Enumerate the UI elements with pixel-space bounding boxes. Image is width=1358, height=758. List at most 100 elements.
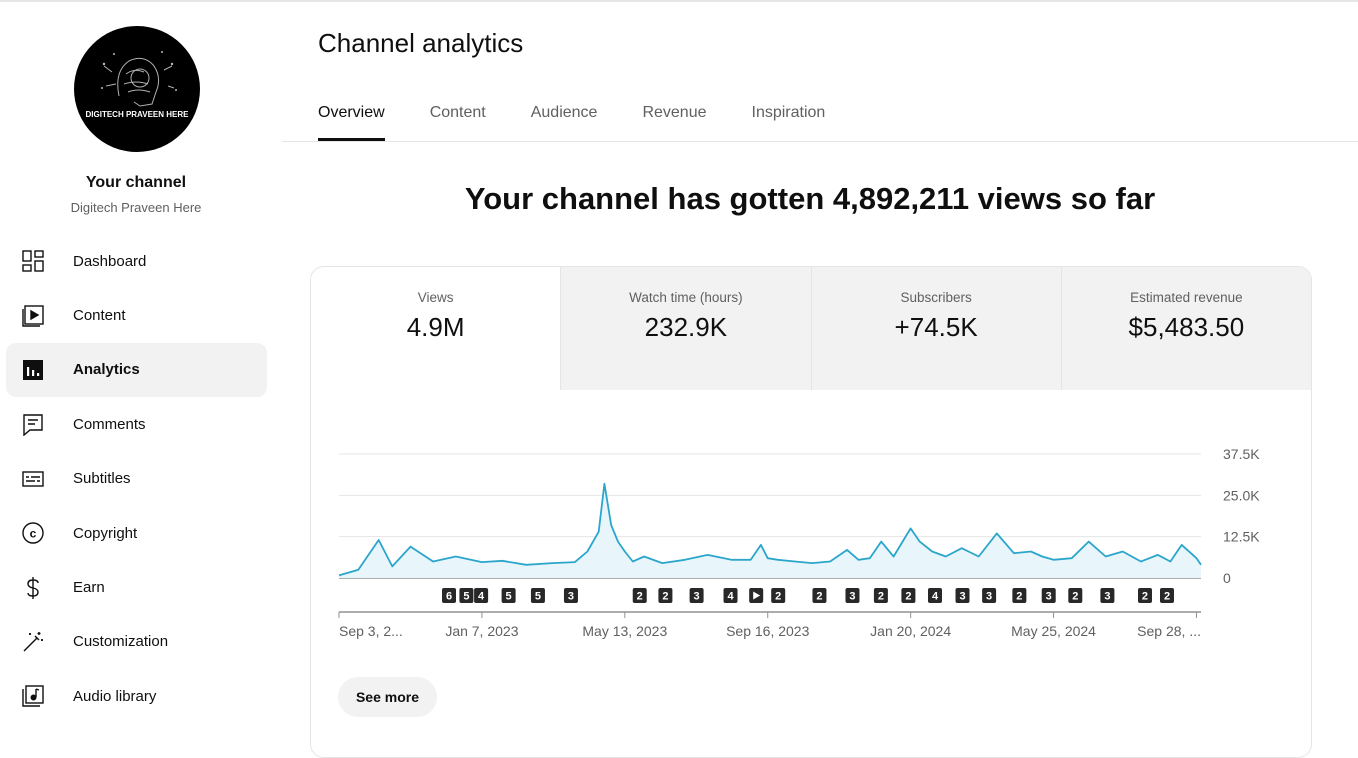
- metric-value: 232.9K: [644, 312, 728, 342]
- metric-label: Subscribers: [900, 290, 972, 305]
- video-marker-count: 2: [1016, 591, 1022, 603]
- overview-card: 0 12.5K 25.0K 37.5K 6 5 4 5 5 3 2 2 3 4 2 2 3 2 2 4 3 3 2 3 2 3 2 2…: [310, 266, 1312, 758]
- video-marker-count: 2: [662, 591, 668, 603]
- see-more-button[interactable]: See more: [338, 677, 437, 717]
- sidebar-item-label: Audio library: [73, 687, 157, 705]
- x-tick-label: Sep 16, 2023: [726, 623, 810, 639]
- play-icon: [753, 591, 761, 600]
- video-marker: [689, 588, 704, 603]
- video-marker: [1012, 588, 1027, 603]
- video-marker: [563, 588, 578, 603]
- sidebar-item-label: Earn: [73, 579, 105, 597]
- avatar-logo-text: DIGITECH PRAVEEN HERE: [85, 110, 189, 119]
- metric-value: +74.5K: [894, 312, 978, 342]
- views-line: [338, 482, 1202, 577]
- video-marker: [442, 588, 456, 603]
- video-marker: [723, 588, 738, 603]
- avatar-brain-graphic: [101, 51, 177, 107]
- y-tick-label: 0: [1223, 570, 1231, 586]
- video-marker-count: 3: [568, 591, 574, 603]
- video-marker-count: 4: [727, 591, 734, 603]
- views-headline: Your channel has gotten 4,892,211 views …: [464, 181, 1156, 216]
- metric-subscribers[interactable]: Subscribers +74.5K: [810, 267, 1061, 390]
- svg-text:c: c: [30, 527, 37, 541]
- analytics-tabs: Overview Content Audience Revenue Inspir…: [318, 104, 870, 142]
- video-marker: [771, 588, 786, 603]
- metric-views[interactable]: Views 4.9M: [311, 267, 561, 390]
- metric-value: $5,483.50: [1128, 312, 1245, 342]
- y-tick-label: 12.5K: [1223, 529, 1260, 545]
- earn-icon: [27, 576, 39, 599]
- tab-audience[interactable]: Audience: [530, 104, 598, 121]
- metric-estimated-revenue[interactable]: Estimated revenue $5,483.50: [1060, 267, 1311, 390]
- video-marker: [501, 588, 516, 603]
- sidebar-item-label: Subtitles: [73, 470, 131, 488]
- sidebar: DIGITECH PRAVEEN HERE Your channel Digit…: [0, 0, 272, 742]
- sidebar-nav: Dashboard Content Analytics Comments: [6, 234, 267, 724]
- copyright-icon: c: [22, 522, 44, 544]
- x-tick-label: Sep 28, ...: [1137, 623, 1201, 639]
- sidebar-item-audio-library[interactable]: Audio library: [6, 669, 267, 723]
- analytics-icon: [23, 359, 43, 380]
- video-marker-count: 2: [637, 591, 643, 603]
- video-marker: [928, 588, 943, 603]
- tab-inspiration[interactable]: Inspiration: [751, 104, 826, 121]
- metric-label: Watch time (hours): [629, 290, 743, 305]
- metric-watch-time[interactable]: Watch time (hours) 232.9K: [560, 267, 811, 390]
- video-marker: [982, 588, 997, 603]
- y-tick-label: 25.0K: [1223, 487, 1260, 503]
- video-marker: [845, 588, 860, 603]
- tab-content[interactable]: Content: [429, 104, 486, 121]
- video-marker-count: 5: [463, 591, 469, 603]
- metric-value: 4.9M: [406, 312, 465, 342]
- dashboard-icon: [22, 250, 44, 272]
- top-divider: [0, 0, 1358, 2]
- tab-overview[interactable]: Overview: [318, 104, 385, 142]
- sidebar-item-customization[interactable]: Customization: [6, 615, 267, 669]
- sidebar-item-label: Dashboard: [73, 252, 147, 270]
- video-marker: [658, 588, 673, 603]
- video-marker-count: 5: [506, 591, 512, 603]
- video-marker: [1041, 588, 1056, 603]
- video-marker: [955, 588, 970, 603]
- sidebar-item-label: Content: [73, 307, 126, 325]
- x-tick-label: May 13, 2023: [582, 623, 667, 639]
- video-marker: [1068, 588, 1083, 603]
- video-marker-count: 3: [959, 591, 965, 603]
- video-marker-count: 3: [1046, 591, 1052, 603]
- sidebar-item-content[interactable]: Content: [6, 288, 267, 342]
- video-marker-count: 2: [878, 591, 884, 603]
- video-marker: [1100, 588, 1115, 603]
- video-marker-count: 3: [1104, 591, 1110, 603]
- sidebar-item-dashboard[interactable]: Dashboard: [6, 234, 267, 288]
- sidebar-item-earn[interactable]: Earn: [6, 560, 267, 614]
- x-tick-label: Jan 20, 2024: [870, 623, 951, 639]
- page-title: Channel analytics: [318, 28, 524, 58]
- metric-label: Views: [417, 290, 454, 305]
- video-marker-count: 2: [816, 591, 822, 603]
- video-marker: [1160, 588, 1174, 603]
- video-marker-count: 4: [478, 591, 485, 603]
- video-marker-count: 3: [694, 591, 700, 603]
- video-marker-count: 2: [775, 591, 781, 603]
- video-marker: [1137, 588, 1152, 603]
- tab-revenue[interactable]: Revenue: [642, 104, 707, 121]
- sidebar-item-comments[interactable]: Comments: [6, 397, 267, 451]
- sidebar-item-label: Comments: [73, 415, 146, 433]
- comments-icon: [23, 414, 43, 437]
- x-tick-label: May 25, 2024: [1011, 623, 1096, 639]
- y-tick-label: 37.5K: [1223, 446, 1260, 462]
- sidebar-item-analytics[interactable]: Analytics: [6, 342, 267, 398]
- metric-label: Estimated revenue: [1130, 290, 1243, 305]
- sidebar-item-subtitles[interactable]: Subtitles: [6, 452, 267, 506]
- channel-avatar[interactable]: DIGITECH PRAVEEN HERE: [74, 26, 200, 152]
- customization-icon: [23, 631, 43, 652]
- video-marker: [474, 588, 489, 603]
- video-marker-count: 2: [1164, 591, 1170, 603]
- sidebar-item-copyright[interactable]: c Copyright: [6, 506, 267, 560]
- content-icon: [22, 304, 44, 327]
- video-marker-count: 4: [932, 591, 939, 603]
- video-marker: [632, 588, 647, 603]
- sidebar-item-label: Copyright: [73, 524, 138, 542]
